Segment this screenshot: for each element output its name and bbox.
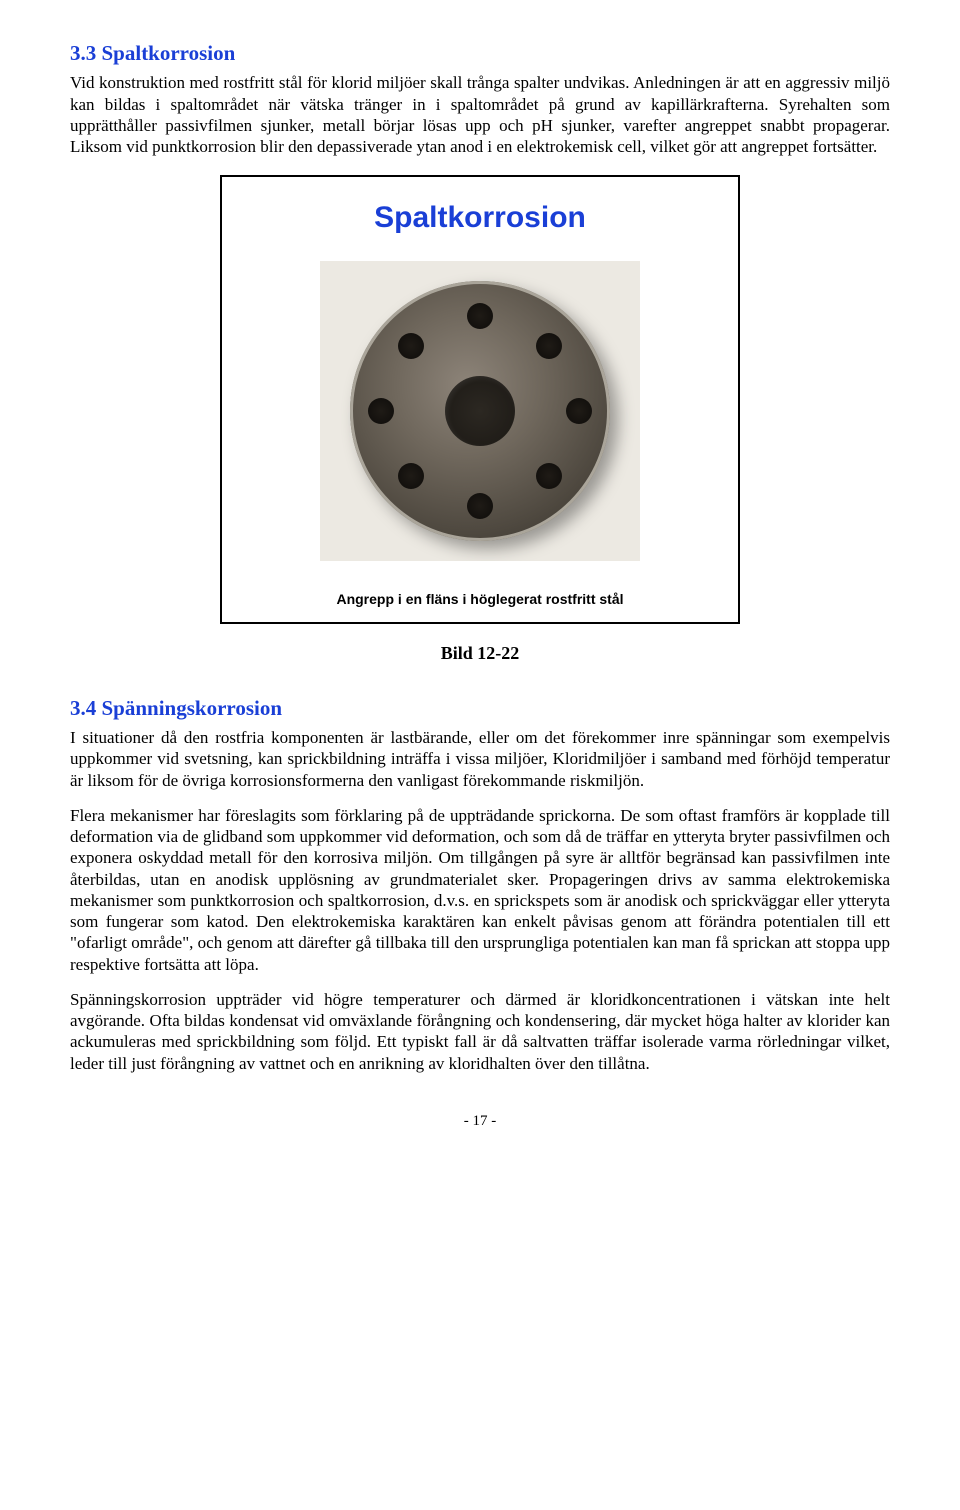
section-heading-spaltkorrosion: 3.3 Spaltkorrosion [70,40,890,66]
figure-caption: Angrepp i en fläns i höglegerat rostfrit… [242,591,718,609]
figure-title: Spaltkorrosion [242,199,718,237]
bolt-hole-icon [536,333,562,359]
bolt-hole-icon [467,303,493,329]
bolt-hole-icon [467,493,493,519]
bolt-hole-icon [398,333,424,359]
bolt-hole-icon [398,463,424,489]
page-number: - 17 - [70,1112,890,1131]
bolt-hole-icon [566,398,592,424]
section2-paragraph-3: Spänningskorrosion uppträder vid högre t… [70,989,890,1074]
section1-paragraph-1: Vid konstruktion med rostfritt stål för … [70,72,890,157]
figure-image-flange [320,261,640,561]
figure-label: Bild 12-22 [70,642,890,665]
section-heading-spanningskorrosion: 3.4 Spänningskorrosion [70,695,890,721]
section2-paragraph-2: Flera mekanismer har föreslagits som för… [70,805,890,975]
flange-disc-icon [350,281,610,541]
figure-box: Spaltkorrosion Angrepp i en fläns i högl… [220,175,740,624]
section2-paragraph-1: I situationer då den rostfria komponente… [70,727,890,791]
bolt-hole-icon [368,398,394,424]
bolt-hole-icon [536,463,562,489]
